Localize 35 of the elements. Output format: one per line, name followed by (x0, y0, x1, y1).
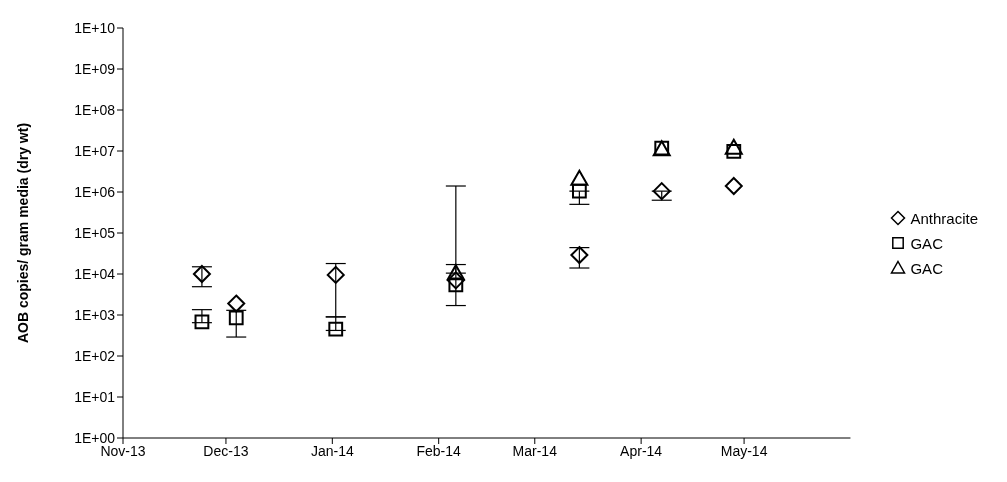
point (570, 169, 589, 186)
point (724, 138, 743, 155)
point (326, 265, 345, 284)
x-tick-label: Mar-14 (512, 442, 558, 459)
x-tick-label: Dec-13 (203, 442, 249, 459)
y-tick-label: 1E+08 (74, 101, 116, 118)
y-tick-label: 1E+01 (74, 388, 116, 405)
legend-label: GAC (910, 234, 943, 252)
y-axis-title: AOB copies/ gram media (dry wt) (14, 122, 31, 344)
y-tick-label: 1E+02 (74, 347, 116, 364)
x-tick-label: Jan-14 (310, 442, 354, 459)
y-tick-label: 1E+03 (74, 306, 116, 323)
point (192, 265, 211, 283)
y-tick-label: 1E+09 (74, 60, 116, 77)
point (328, 321, 344, 337)
point (227, 294, 246, 313)
point (652, 182, 671, 201)
y-tick-label: 1E+04 (74, 265, 116, 282)
y-tick-label: 1E+10 (74, 19, 116, 36)
x-tick-label: Feb-14 (416, 442, 462, 459)
point (571, 183, 587, 199)
point (726, 143, 742, 159)
y-tick-label: 1E+05 (74, 224, 116, 241)
point (446, 271, 465, 290)
y-tick-label: 1E+06 (74, 183, 116, 200)
legend-label: Anthracite (910, 209, 978, 227)
x-tick-label: May-14 (720, 442, 768, 459)
y-tick-label: 1E+07 (74, 142, 116, 159)
x-tick-label: Apr-14 (620, 442, 663, 459)
point (448, 277, 464, 293)
point (228, 310, 244, 326)
point (446, 264, 465, 281)
point (194, 314, 210, 330)
point (724, 177, 743, 196)
legend-label: GAC (910, 259, 943, 277)
